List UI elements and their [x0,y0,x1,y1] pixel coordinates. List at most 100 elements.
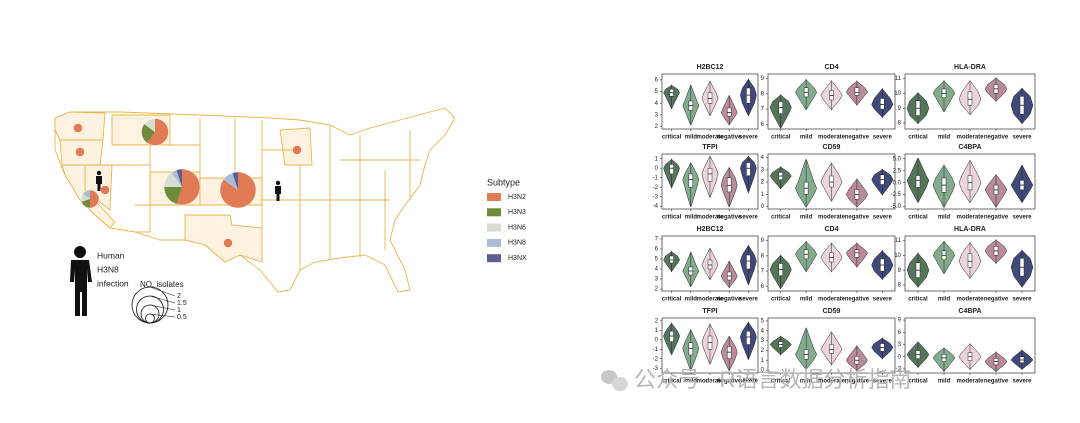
y-tick-label: 5 [655,89,659,95]
x-tick-label: critical [908,379,928,385]
y-tick-label: 9 [761,238,765,244]
x-tick-label: mild [685,135,698,141]
y-tick-label: -1 [653,347,659,353]
x-tick-label: mild [800,297,813,303]
y-tick-label: 9 [898,318,902,324]
human-icon [96,176,102,191]
y-tick-label: 11 [895,238,902,244]
pie-slice [232,172,238,190]
x-tick-label: critical [771,379,791,385]
x-tick-label: negative [845,135,870,141]
box [915,175,921,188]
box [726,346,732,360]
pie-slice [90,190,99,208]
size-legend-label: 1 [177,307,181,314]
box [854,87,860,96]
y-tick-label: 8 [761,253,765,259]
map-layer: Subtype H3N2 H3N3 H3N6 H3N8 H3NX Human H3N8 infe… [73,118,527,324]
x-tick-label: moderate [696,135,724,141]
y-tick-label: 3 [655,113,659,119]
annotation: H3N8 [97,264,119,274]
box [726,107,732,117]
y-tick-label: 10 [894,91,901,97]
y-tick-label: 8 [898,121,902,127]
y-tick-label: 10 [894,253,901,259]
y-tick-label: -2.5 [891,192,902,198]
x-tick-label: negative [717,215,742,221]
pie-slice [176,169,182,187]
x-tick-label: critical [662,297,682,303]
box [669,164,674,175]
x-tick-label: negative [984,215,1009,221]
pie-slice [176,169,201,205]
panel-title: C4BPA [958,144,981,151]
pie-size [292,145,302,155]
size-legend-leader [149,286,176,297]
box [669,255,674,264]
y-tick-label: 8 [898,283,902,289]
pie-slice [171,169,182,187]
x-tick-label: moderate [696,297,724,303]
pie-size [163,168,201,206]
x-tick-label: moderate [696,215,724,221]
panel-title: C4BPA [958,308,981,315]
watermark: 公众号 · R语言数据分析指南 [634,367,911,392]
x-tick-label: critical [662,215,682,221]
y-tick-label: 4 [761,328,765,334]
y-tick-label: 7 [761,269,765,275]
y-tick-label: 2 [761,348,765,354]
y-tick-label: 0 [655,337,659,343]
panel-title: H2BC12 [697,64,724,71]
legend-label: H3N6 [508,224,526,231]
x-tick-label: severe [739,379,759,385]
state-border [112,118,420,270]
legend-swatch [487,254,501,263]
y-tick-label: 0 [898,354,902,360]
x-tick-label: critical [771,297,791,303]
size-legend-leader [149,313,176,318]
x-tick-label: moderate [818,215,846,221]
watermark-icon [601,370,617,384]
legend-title: Subtype [487,177,520,187]
x-tick-label: negative [984,135,1009,141]
x-tick-label: severe [873,379,893,385]
y-tick-label: 6 [761,284,765,290]
x-tick-label: mild [938,215,951,221]
x-tick-label: mild [800,379,813,385]
x-tick-label: negative [845,379,870,385]
pie-slice [73,123,83,133]
legend-swatch [487,193,501,201]
box [746,254,751,270]
x-tick-label: negative [984,297,1009,303]
y-tick-label: -2 [653,356,659,362]
box [707,259,713,270]
x-tick-label: mild [685,297,698,303]
y-tick-label: -4 [653,204,659,210]
human-icon-large [70,260,92,316]
annotation: infection [97,278,129,288]
state-border [135,204,151,233]
box [688,342,694,356]
size-legend-label: 1.5 [177,300,187,307]
x-tick-label: severe [739,297,759,303]
x-tick-label: severe [739,215,759,221]
panel-title: CD59 [823,144,841,151]
y-tick-label: 1 [761,358,765,364]
legend-swatch [487,223,501,232]
y-tick-label: 7 [655,237,659,243]
us-map [54,107,456,293]
x-tick-label: severe [1012,215,1032,221]
box [967,253,973,268]
y-tick-label: 6 [761,122,765,128]
x-tick-label: mild [938,297,951,303]
y-tick-label: 2 [655,124,659,130]
x-tick-label: negative [984,379,1009,385]
box [688,173,694,188]
pie-slice [144,118,155,132]
x-tick-label: severe [873,215,893,221]
panel-title: HLA-DRA [954,64,986,71]
y-tick-label: -5.0 [891,204,902,210]
panel-title: TFPI [702,308,717,315]
x-tick-label: mild [685,215,698,221]
